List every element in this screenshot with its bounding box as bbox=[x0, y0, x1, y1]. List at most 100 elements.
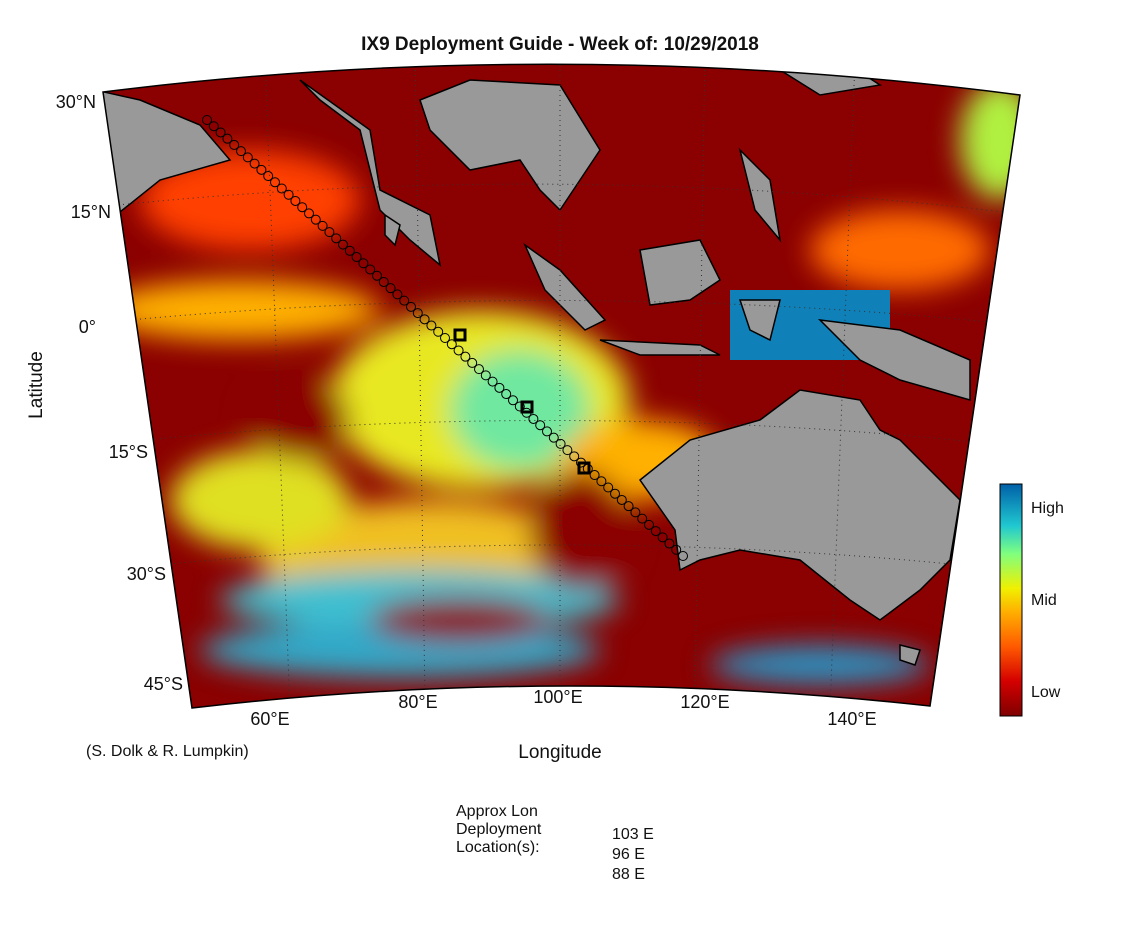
lon-ticks: 60°E 80°E 100°E 120°E 140°E bbox=[250, 687, 876, 729]
track-point bbox=[419, 314, 430, 325]
track-point bbox=[678, 551, 688, 561]
track-point bbox=[671, 544, 682, 555]
map-frame bbox=[102, 63, 1021, 709]
track-point bbox=[589, 470, 600, 481]
track-point bbox=[276, 183, 287, 194]
lon-tick-label: 100°E bbox=[533, 687, 582, 707]
track-point bbox=[616, 494, 627, 505]
track-point bbox=[344, 245, 355, 256]
track-point bbox=[365, 264, 376, 275]
track-point bbox=[297, 202, 308, 213]
track-point bbox=[215, 127, 226, 138]
track-point bbox=[569, 451, 580, 462]
track-point bbox=[480, 370, 491, 381]
track-point bbox=[548, 432, 559, 443]
track-point bbox=[331, 233, 342, 244]
track-point bbox=[630, 507, 641, 518]
track-point bbox=[310, 214, 321, 225]
deployment-location: 88 E bbox=[612, 866, 645, 883]
track-point bbox=[644, 519, 654, 530]
track-point bbox=[440, 333, 450, 343]
track-point bbox=[528, 413, 539, 424]
track-point bbox=[453, 345, 464, 356]
colorbar bbox=[999, 483, 1023, 717]
track-point bbox=[324, 227, 335, 238]
colorbar-label: Mid bbox=[1031, 592, 1057, 609]
track-point bbox=[229, 139, 240, 150]
track-point bbox=[338, 239, 348, 250]
deployment-heading: Location(s): bbox=[456, 839, 540, 856]
track-point bbox=[208, 121, 219, 132]
deployment-marker bbox=[453, 328, 467, 342]
track-point bbox=[372, 270, 382, 281]
deployment-heading: Deployment bbox=[456, 821, 542, 838]
lat-tick-label: 15°S bbox=[109, 442, 148, 462]
track-point bbox=[494, 382, 505, 393]
lat-ticks: 30°N 15°N 0° 15°S 30°S 45°S bbox=[56, 92, 183, 694]
track-point bbox=[535, 420, 546, 431]
lat-tick-label: 45°S bbox=[144, 674, 183, 694]
lat-tick-label: 30°N bbox=[56, 92, 96, 112]
deployment-location: 103 E bbox=[612, 826, 654, 843]
track-point bbox=[610, 488, 620, 499]
track-point bbox=[426, 320, 437, 331]
deployment-location: 96 E bbox=[612, 846, 645, 863]
track-point bbox=[657, 532, 668, 543]
track-point bbox=[263, 171, 274, 182]
lon-tick-label: 120°E bbox=[680, 692, 729, 712]
lon-tick-label: 80°E bbox=[398, 692, 437, 712]
track-point bbox=[623, 501, 634, 512]
track-point bbox=[562, 445, 573, 456]
track-point bbox=[467, 357, 478, 368]
track-point bbox=[270, 177, 280, 188]
track-point bbox=[256, 164, 267, 175]
track-point bbox=[433, 326, 444, 337]
track-point bbox=[304, 208, 314, 219]
lat-tick-label: 15°N bbox=[71, 202, 111, 222]
title: IX9 Deployment Guide - Week of: 10/29/20… bbox=[361, 34, 759, 55]
credit: (S. Dolk & R. Lumpkin) bbox=[86, 743, 249, 760]
track-point bbox=[378, 276, 389, 287]
lon-tick-label: 140°E bbox=[827, 709, 876, 729]
track-point bbox=[249, 158, 260, 169]
track-point bbox=[317, 220, 328, 231]
track-point bbox=[351, 252, 362, 263]
track-point bbox=[399, 295, 410, 306]
lat-tick-label: 30°S bbox=[127, 564, 166, 584]
colorbar-label: High bbox=[1031, 500, 1064, 517]
track-point bbox=[474, 364, 484, 375]
y-label: Latitude bbox=[26, 351, 47, 419]
track-point bbox=[596, 476, 607, 487]
track-point bbox=[236, 146, 246, 157]
lon-tick-label: 60°E bbox=[250, 709, 289, 729]
track-point bbox=[650, 526, 661, 537]
track-point bbox=[412, 308, 423, 319]
track-point bbox=[501, 389, 512, 400]
track-point bbox=[290, 195, 301, 206]
track-point bbox=[392, 289, 403, 300]
track-point bbox=[555, 438, 566, 449]
map bbox=[103, 64, 1020, 708]
x-label: Longitude bbox=[518, 742, 601, 763]
colorbar-label: Low bbox=[1031, 684, 1061, 701]
track-point bbox=[508, 395, 518, 406]
track-point bbox=[487, 376, 498, 387]
track-point bbox=[664, 538, 675, 549]
ship-track bbox=[202, 115, 688, 561]
track-point bbox=[242, 152, 253, 163]
track-point bbox=[222, 133, 233, 144]
track-point bbox=[514, 401, 525, 412]
track-point bbox=[637, 513, 648, 524]
track-point bbox=[460, 351, 471, 362]
track-point bbox=[406, 301, 416, 312]
track-point bbox=[283, 189, 294, 200]
deployment-marker bbox=[520, 400, 534, 414]
track-point bbox=[358, 258, 369, 269]
track-point bbox=[446, 339, 457, 350]
track-point bbox=[385, 283, 396, 294]
track-point bbox=[202, 115, 212, 125]
track-point bbox=[542, 426, 552, 437]
track-point bbox=[603, 482, 614, 493]
deployment-marker bbox=[577, 461, 591, 475]
